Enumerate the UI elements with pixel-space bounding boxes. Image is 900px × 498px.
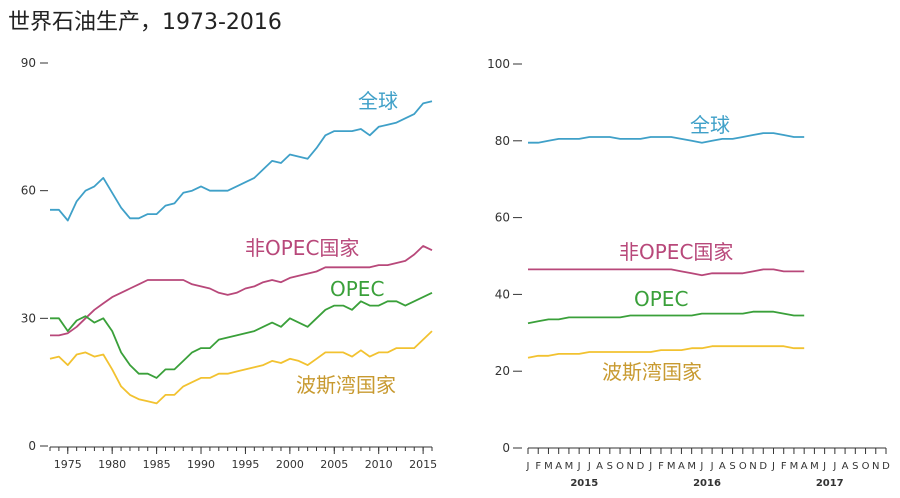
- series-label: OPEC: [330, 277, 384, 301]
- x-month-label: M: [790, 461, 799, 472]
- x-month-label: J: [771, 461, 775, 472]
- x-month-label: D: [882, 461, 890, 472]
- x-month-label: S: [852, 461, 858, 472]
- x-year-label: 2015: [570, 478, 598, 489]
- line-series-0: [528, 132, 805, 144]
- x-month-label: A: [801, 461, 808, 472]
- y-tick-label: 100: [487, 57, 510, 71]
- x-month-label: M: [565, 461, 574, 472]
- x-year-label: 2016: [693, 478, 721, 489]
- line-series-1: [50, 245, 433, 337]
- x-month-label: N: [872, 461, 879, 472]
- x-month-label: A: [596, 461, 603, 472]
- x-month-label: D: [637, 461, 645, 472]
- x-month-label: F: [535, 461, 541, 472]
- series-label: 非OPEC国家: [245, 236, 359, 260]
- x-tick-label: 1995: [231, 458, 259, 471]
- x-tick-label: 2010: [365, 458, 393, 471]
- x-month-label: A: [842, 461, 849, 472]
- y-tick-label: 80: [495, 134, 510, 148]
- y-tick-label: 60: [495, 211, 510, 225]
- x-month-label: F: [658, 461, 664, 472]
- x-month-label: A: [719, 461, 726, 472]
- x-month-label: J: [832, 461, 836, 472]
- x-tick-label: 2000: [276, 458, 304, 471]
- x-month-label: M: [667, 461, 676, 472]
- y-tick-label: 90: [21, 56, 36, 70]
- x-year-label: 2017: [816, 478, 844, 489]
- x-month-label: O: [616, 461, 624, 472]
- x-month-label: N: [749, 461, 756, 472]
- series-label: 全球: [690, 113, 730, 137]
- x-month-label: D: [759, 461, 767, 472]
- chart-title: 世界石油生产，1973-2016: [8, 10, 282, 35]
- series-label: 非OPEC国家: [619, 240, 733, 264]
- x-month-label: A: [678, 461, 685, 472]
- x-month-label: M: [687, 461, 696, 472]
- series-label: 全球: [358, 89, 398, 113]
- x-month-label: N: [627, 461, 634, 472]
- y-tick-label: 0: [28, 439, 36, 453]
- x-tick-label: 1990: [187, 458, 215, 471]
- x-tick-label: 1985: [143, 458, 171, 471]
- x-tick-label: 1975: [54, 458, 82, 471]
- x-month-label: J: [699, 461, 703, 472]
- y-tick-label: 20: [495, 364, 510, 378]
- left-chart-annual: 0 30 60 90 1975 1980 1985 1990 1995 2000 2005 2010 2…: [21, 56, 437, 471]
- x-month-label: M: [810, 461, 819, 472]
- series-label: OPEC: [634, 287, 688, 311]
- x-month-label: J: [710, 461, 714, 472]
- x-month-label: J: [577, 461, 581, 472]
- x-month-label: J: [822, 461, 826, 472]
- series-label: 波斯湾国家: [296, 373, 396, 397]
- x-month-label: A: [555, 461, 562, 472]
- y-tick-label: 0: [502, 441, 510, 455]
- line-series-2: [527, 310, 805, 325]
- series-label: 波斯湾国家: [602, 360, 702, 384]
- x-month-label: O: [739, 461, 747, 472]
- y-tick-label: 60: [21, 184, 36, 198]
- x-tick-label: 1980: [98, 458, 126, 471]
- x-month-label: O: [862, 461, 870, 472]
- line-series-3: [527, 345, 805, 359]
- x-month-label: F: [781, 461, 787, 472]
- y-tick-label: 40: [495, 287, 510, 301]
- x-month-label: J: [648, 461, 652, 472]
- x-month-label: M: [544, 461, 553, 472]
- x-month-label: J: [526, 461, 530, 472]
- line-series-1: [528, 268, 805, 277]
- x-tick-label: 2015: [409, 458, 437, 471]
- line-series-2: [50, 291, 433, 379]
- x-month-label: J: [587, 461, 591, 472]
- x-month-label: S: [729, 461, 735, 472]
- x-month-label: S: [607, 461, 613, 472]
- line-series-3: [49, 330, 433, 405]
- y-tick-label: 30: [21, 311, 36, 325]
- x-tick-label: 2005: [320, 458, 348, 471]
- line-series-0: [50, 100, 433, 222]
